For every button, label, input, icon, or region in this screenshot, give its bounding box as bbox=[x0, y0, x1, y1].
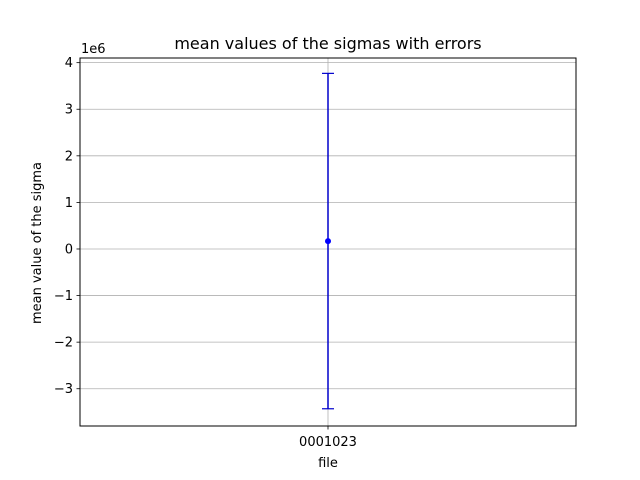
y-tick-label: 2 bbox=[65, 149, 73, 164]
plot-frame bbox=[79, 57, 577, 427]
y-tick-label: −2 bbox=[54, 336, 73, 351]
chart-title: mean values of the sigmas with errors bbox=[174, 34, 481, 53]
y-tick-label: 1 bbox=[65, 196, 73, 211]
axis-ticks: −3 −2 −1 0 1 2 3 4 0001023 bbox=[54, 56, 357, 450]
y-scale-label: 1e6 bbox=[81, 42, 106, 57]
y-tick-label: −1 bbox=[54, 289, 73, 304]
y-axis-label: mean value of the sigma bbox=[30, 162, 45, 324]
x-axis-label: file bbox=[318, 456, 338, 471]
x-tick-label: 0001023 bbox=[299, 435, 357, 450]
y-tick-label: −3 bbox=[54, 382, 73, 397]
y-tick-label: 0 bbox=[65, 242, 73, 257]
data-marks bbox=[322, 72, 334, 410]
y-tick-label: 4 bbox=[65, 56, 73, 71]
y-tick-label: 3 bbox=[65, 103, 73, 118]
data-point bbox=[325, 238, 331, 245]
